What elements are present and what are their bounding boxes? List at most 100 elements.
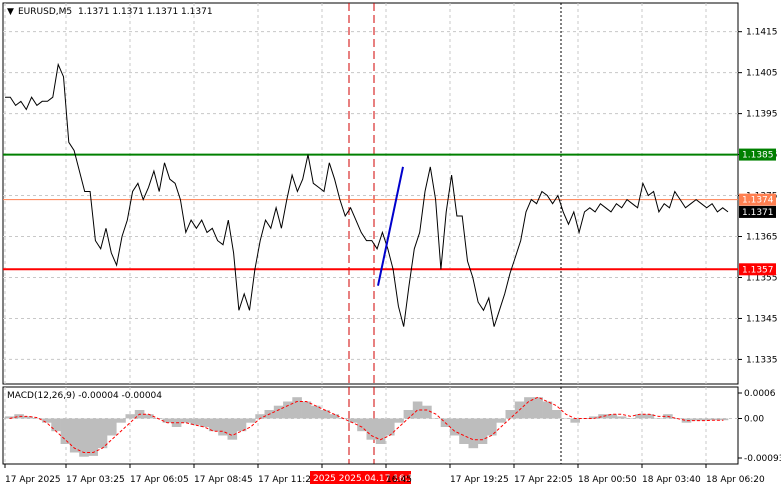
- price-tick-label: 1.1345: [746, 314, 778, 324]
- symbol-caret-icon[interactable]: ▼: [7, 7, 14, 17]
- macd-bar: [709, 418, 720, 421]
- macd-tick-label: 0.0006: [744, 389, 776, 399]
- macd-bar: [403, 410, 414, 419]
- macd-bar: [385, 418, 395, 436]
- macd-bar: [700, 418, 710, 421]
- macd-bar: [348, 418, 358, 423]
- macd-bar: [487, 418, 497, 436]
- macd-bar: [375, 418, 386, 444]
- price-series: [5, 62, 729, 327]
- macd-bar: [357, 418, 367, 432]
- support-level-label: 1.1357: [742, 265, 774, 275]
- level-tags: 1.1385 1.1374 1.1357 1.1371: [739, 148, 776, 276]
- macd-bar: [542, 401, 553, 419]
- trend-line[interactable]: [377, 166, 404, 286]
- macd-bar: [449, 418, 460, 436]
- price-line: [5, 62, 729, 327]
- macd-bar: [524, 397, 534, 419]
- macd-bar: [644, 414, 655, 419]
- macd-bar: [144, 414, 154, 419]
- time-tick-label: 17 Apr 08:45: [194, 475, 253, 485]
- macd-bar: [190, 418, 200, 425]
- macd-tick-label: 0.00: [744, 414, 764, 424]
- price-tick-label: 1.1415: [746, 28, 778, 38]
- macd-bar: [292, 397, 302, 419]
- macd-grid: [3, 387, 738, 464]
- time-tick-label: 16:45: [386, 475, 412, 485]
- macd-bar: [199, 418, 210, 427]
- macd-bar: [635, 414, 645, 419]
- price-tick-label: 1.1355: [746, 273, 778, 283]
- macd-bar: [310, 405, 321, 419]
- macd-bar: [97, 418, 108, 449]
- macd-bar: [468, 418, 479, 449]
- resistance-level-label: 1.1385: [742, 151, 774, 161]
- price-pane-frame: [2, 2, 739, 385]
- macd-pane[interactable]: MACD(12,26,9) -0.00004 -0.00004: [2, 386, 739, 465]
- macd-bar: [208, 418, 219, 432]
- current-price-label: 1.1371: [742, 208, 774, 218]
- macd-bar: [459, 418, 469, 444]
- macd-bar: [42, 418, 52, 423]
- macd-bar: [23, 416, 34, 419]
- macd-bar: [32, 418, 43, 419]
- current-price-tag: [739, 205, 776, 218]
- macd-bar: [533, 397, 543, 419]
- price-tick-label: 1.1405: [746, 69, 778, 79]
- macd-bar: [301, 401, 312, 419]
- macd-bar: [218, 418, 228, 436]
- level-lines[interactable]: [3, 153, 738, 271]
- macd-bar: [162, 418, 173, 423]
- macd-bar: [116, 418, 126, 423]
- highlighted-time-label: 2025 2025.04.17 16:10: [313, 474, 419, 484]
- macd-bar: [69, 418, 80, 453]
- macd-bar: [320, 410, 330, 419]
- macd-bar: [681, 418, 692, 423]
- time-tick-label: 17 Apr 11:25: [258, 475, 317, 485]
- price-tick-label: 1.1395: [746, 110, 778, 120]
- macd-bar: [394, 418, 404, 423]
- macd-bar: [598, 414, 608, 419]
- macd-bar: [107, 418, 117, 436]
- time-axis: 17 Apr 2025 17 Apr 03:25 17 Apr 06:05 17 Ap…: [3, 463, 765, 485]
- macd-bar: [626, 418, 636, 419]
- macd-label: MACD(12,26,9) -0.00004 -0.00004: [7, 391, 162, 401]
- macd-bar: [690, 418, 701, 421]
- ohlc-readout: 1.1371 1.1371 1.1371 1.1371: [78, 7, 213, 17]
- macd-bar: [422, 405, 432, 419]
- time-tick-label: 17 Apr 22:05: [514, 475, 573, 485]
- macd-bar: [496, 418, 506, 423]
- price-pane[interactable]: ▼ EURUSD,M5 1.1371 1.1371 1.1371 1.1371: [2, 2, 739, 385]
- macd-bar: [79, 418, 89, 457]
- macd-bar: [236, 418, 247, 432]
- macd-bar: [14, 414, 24, 419]
- macd-bar: [589, 416, 599, 419]
- macd-bar: [227, 418, 238, 440]
- price-tick-label: 1.1335: [746, 355, 778, 365]
- macd-bar: [570, 418, 580, 423]
- resistance-level-tag: [739, 148, 776, 161]
- macd-bar: [181, 418, 191, 423]
- macd-bar: [505, 410, 516, 419]
- macd-bar: [51, 418, 61, 432]
- price-tick-label: 1.1365: [746, 233, 778, 243]
- current-level-label: 1.1374: [742, 196, 774, 206]
- macd-bar: [561, 418, 571, 419]
- macd-bar: [273, 405, 284, 419]
- macd-bar: [283, 401, 293, 419]
- macd-bar: [607, 414, 618, 419]
- macd-bar: [255, 414, 265, 419]
- support-level-tag: [739, 263, 776, 276]
- macd-bar: [329, 414, 339, 419]
- macd-bar: [551, 410, 562, 419]
- macd-bar: [60, 418, 71, 444]
- macd-bar: [88, 418, 98, 456]
- current-level-tag: [739, 193, 776, 206]
- time-tick-label: 17 Apr 19:25: [450, 475, 509, 485]
- macd-bar: [5, 416, 15, 419]
- macd-tick-label: -0.00093: [744, 454, 781, 464]
- macd-signal-line: [9, 396, 724, 453]
- macd-bar: [125, 414, 136, 419]
- time-tick-label: 18 Apr 00:50: [578, 475, 637, 485]
